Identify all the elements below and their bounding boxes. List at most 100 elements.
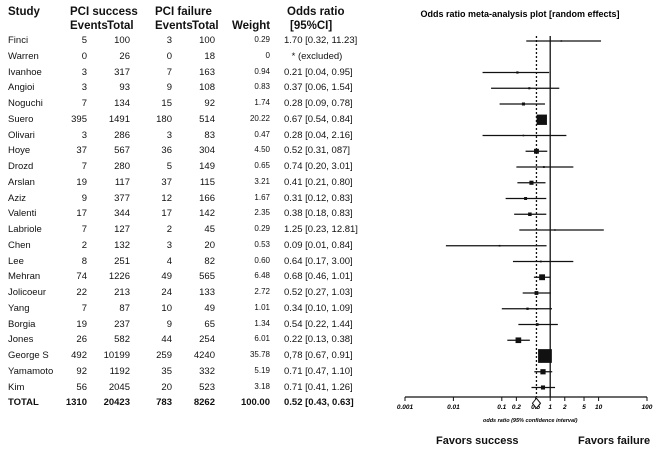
failure-total: 49	[204, 302, 215, 314]
failure-total: 149	[199, 161, 215, 172]
success-total: 377	[114, 192, 130, 204]
study-name: Kim	[8, 381, 25, 393]
study-marker	[526, 307, 529, 310]
failure-events: 4	[166, 255, 172, 267]
study-name: Olivari	[8, 129, 35, 141]
study-marker	[528, 87, 531, 90]
x-tick-label: 2	[562, 404, 567, 411]
header-odds-ratio: Odds ratio	[287, 6, 345, 18]
success-total: 237	[114, 318, 130, 330]
study-name: Jolicoeur	[8, 287, 47, 298]
odds-ratio-ci: 0.74 [0.20, 3.01]	[284, 161, 353, 172]
weight: 3.18	[254, 381, 270, 391]
header-pci-failure: PCI failure	[155, 6, 212, 18]
study-name: Labriole	[8, 224, 42, 235]
odds-ratio-ci: 0.38 [0.18, 0.83]	[284, 208, 353, 220]
weight: 2.35	[254, 208, 270, 218]
failure-total: 133	[199, 287, 215, 298]
weight: 0.53	[254, 239, 270, 249]
x-tick-label: 5	[582, 404, 586, 411]
weight: 0	[265, 50, 270, 60]
failure-events: 36	[161, 145, 172, 157]
failure-total: 166	[199, 192, 215, 204]
x-tick-label: 100	[642, 404, 653, 411]
failure-total: 115	[199, 176, 215, 188]
success-events: 7	[81, 161, 87, 172]
odds-ratio-ci: 1.70 [0.32, 11.23]	[284, 35, 358, 46]
failure-events: 24	[161, 287, 172, 298]
odds-ratio-ci: 0.09 [0.01, 0.84]	[284, 239, 353, 251]
study-name: Borgia	[8, 318, 36, 330]
success-events: 0	[81, 50, 87, 62]
weight: 0.60	[254, 255, 270, 265]
failure-total: 304	[199, 145, 215, 157]
success-events: 3	[81, 129, 87, 141]
odds-ratio-ci: 0.21 [0.04, 0.95]	[284, 66, 353, 78]
favors-failure-label: Favors failure	[578, 435, 651, 447]
study-name: Aziz	[8, 192, 26, 204]
study-marker	[539, 274, 546, 281]
failure-events: 0	[166, 50, 172, 62]
header-study: Study	[8, 6, 40, 18]
failure-events: 3	[166, 35, 172, 46]
success-events: 1310	[65, 397, 87, 409]
header-ci: [95%CI]	[290, 20, 333, 32]
failure-total: 82	[204, 255, 215, 267]
success-total: 10199	[103, 350, 130, 361]
odds-ratio-ci: 0.64 [0.17, 3.00]	[284, 255, 353, 267]
odds-ratio-ci: 0.54 [0.22, 1.44]	[284, 318, 353, 330]
failure-events: 10	[161, 302, 172, 314]
weight: 0.65	[254, 161, 270, 170]
weight: 0.29	[254, 224, 270, 233]
failure-events: 17	[161, 208, 172, 220]
success-total: 127	[114, 224, 130, 235]
study-marker	[560, 40, 563, 42]
weight: 2.72	[254, 287, 270, 296]
failure-events: 5	[166, 161, 172, 172]
success-events: 7	[81, 98, 87, 109]
study-name: Mehran	[8, 271, 41, 283]
odds-ratio-ci: 0.28 [0.09, 0.78]	[284, 98, 353, 109]
success-events: 9	[81, 192, 87, 204]
weight: 0.29	[254, 35, 270, 44]
success-events: 5	[81, 35, 87, 46]
weight: 1.74	[254, 98, 270, 107]
failure-events: 49	[161, 271, 172, 283]
chart-title: Odds ratio meta-analysis plot [random ef…	[420, 9, 619, 19]
weight: 1.01	[254, 302, 270, 312]
study-name: Suero	[8, 113, 34, 125]
study-marker	[498, 244, 501, 247]
success-total: 20423	[103, 397, 130, 409]
odds-ratio-ci: 0.52 [0.43, 0.63]	[284, 397, 354, 409]
success-total: 87	[119, 302, 130, 314]
failure-total: 565	[199, 271, 215, 283]
x-tick-label: 0.001	[397, 404, 414, 411]
success-events: 8	[81, 255, 87, 267]
study-marker	[515, 337, 522, 344]
odds-ratio-ci: 0.37 [0.06, 1.54]	[284, 82, 353, 94]
weight: 0.47	[254, 129, 270, 139]
failure-events: 12	[161, 192, 172, 204]
study-marker	[539, 260, 542, 263]
weight: 0.83	[254, 82, 270, 92]
failure-events: 7	[166, 66, 172, 78]
success-total: 132	[114, 239, 130, 251]
success-events: 3	[81, 66, 87, 78]
weight: 100.00	[240, 397, 270, 409]
weight: 3.21	[254, 176, 270, 186]
failure-events: 2	[166, 224, 172, 235]
study-marker	[522, 134, 525, 137]
failure-events: 3	[166, 129, 172, 141]
failure-total: 83	[204, 129, 215, 141]
study-name: Valenti	[8, 208, 37, 220]
failure-total: 254	[199, 334, 215, 346]
failure-total: 142	[199, 208, 215, 220]
success-events: 7	[81, 302, 87, 314]
odds-ratio-ci: 0.52 [0.31, 087]	[284, 145, 351, 157]
study-name: Angioi	[8, 82, 35, 94]
header-success-total: Total	[107, 20, 134, 32]
success-total: 286	[114, 129, 130, 141]
odds-ratio-ci: 0.41 [0.21, 0.80]	[284, 176, 353, 188]
success-events: 17	[76, 208, 87, 220]
